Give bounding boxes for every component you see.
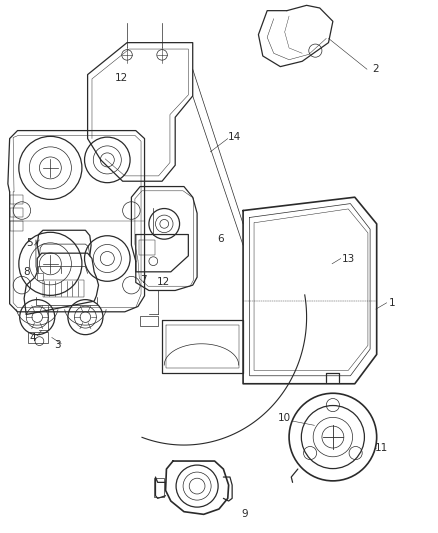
Text: 9: 9 — [241, 510, 248, 519]
Text: 7: 7 — [140, 276, 147, 285]
Bar — [10, 195, 23, 204]
Bar — [10, 221, 23, 231]
Text: 12: 12 — [157, 278, 170, 287]
Text: 2: 2 — [372, 64, 379, 74]
Bar — [139, 240, 155, 255]
Text: 14: 14 — [228, 132, 241, 142]
Text: 13: 13 — [342, 254, 355, 263]
Text: 1: 1 — [389, 298, 396, 308]
Text: 4: 4 — [29, 334, 36, 343]
Text: 11: 11 — [375, 443, 389, 453]
Bar — [28, 332, 48, 343]
Text: 5: 5 — [26, 238, 33, 247]
Text: 6: 6 — [217, 234, 224, 244]
Text: 10: 10 — [278, 414, 291, 423]
Bar — [154, 478, 164, 497]
Text: 3: 3 — [54, 341, 61, 350]
Text: 12: 12 — [115, 74, 128, 83]
Bar — [10, 208, 23, 217]
Bar — [140, 316, 158, 326]
Text: 8: 8 — [23, 267, 30, 277]
